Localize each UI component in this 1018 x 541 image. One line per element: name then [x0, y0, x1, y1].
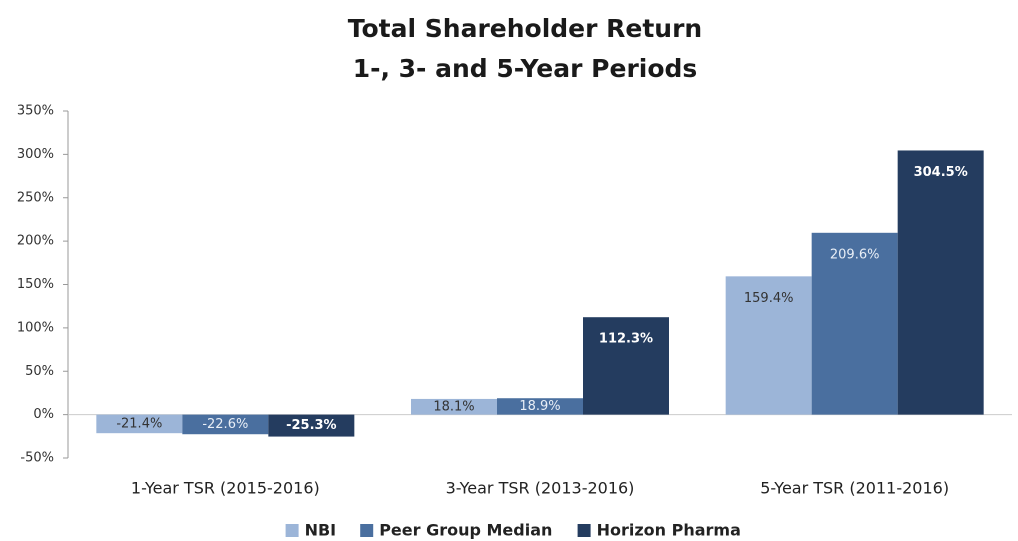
- legend-swatch: [285, 524, 299, 537]
- value-label: 209.6%: [830, 247, 880, 262]
- y-tick-label: 100%: [17, 320, 54, 335]
- legend-swatch: [360, 524, 374, 537]
- y-tick-label: 300%: [17, 147, 54, 162]
- bar: [268, 414, 355, 437]
- bar: [497, 398, 583, 415]
- x-tick-label: 1-Year TSR (2015-2016): [131, 479, 320, 498]
- chart-subtitle: 1-, 3- and 5-Year Periods: [353, 54, 698, 83]
- y-tick-label: 200%: [17, 234, 54, 249]
- value-label: -21.4%: [116, 416, 162, 431]
- x-tick-label: 3-Year TSR (2013-2016): [446, 479, 635, 498]
- y-tick-label: 50%: [25, 364, 54, 379]
- bar: [725, 276, 812, 415]
- x-tick-label: 5-Year TSR (2011-2016): [760, 479, 949, 498]
- y-tick-label: -50%: [20, 451, 54, 466]
- y-tick-label: 250%: [17, 190, 54, 205]
- bar: [583, 317, 669, 415]
- bar: [182, 414, 269, 435]
- legend-label: Horizon Pharma: [597, 521, 741, 540]
- bar: [811, 232, 898, 415]
- chart-title: Total Shareholder Return: [348, 14, 702, 43]
- value-label: -22.6%: [202, 417, 248, 432]
- legend-swatch: [577, 524, 591, 537]
- bar: [897, 150, 984, 415]
- legend-label: Peer Group Median: [379, 521, 552, 540]
- y-tick-label: 150%: [17, 277, 54, 292]
- y-tick-label: 0%: [33, 407, 54, 422]
- value-label: 159.4%: [744, 291, 794, 306]
- value-label: 304.5%: [914, 165, 968, 180]
- value-label: -25.3%: [286, 418, 337, 433]
- y-tick-label: 350%: [17, 104, 54, 119]
- bar: [96, 414, 183, 434]
- bar: [411, 398, 497, 415]
- legend-label: NBI: [305, 521, 337, 540]
- value-label: 112.3%: [599, 332, 653, 347]
- value-label: 18.9%: [519, 399, 560, 414]
- value-label: 18.1%: [433, 399, 474, 414]
